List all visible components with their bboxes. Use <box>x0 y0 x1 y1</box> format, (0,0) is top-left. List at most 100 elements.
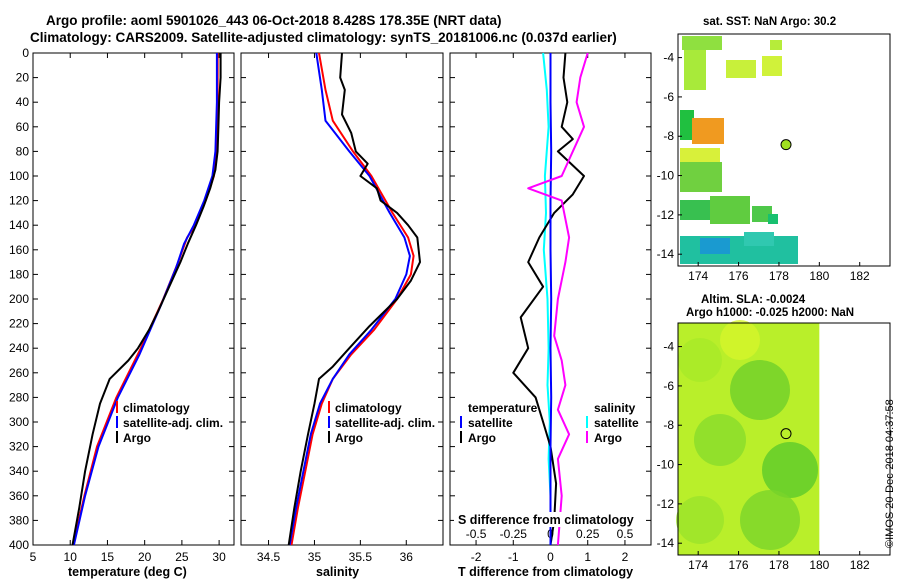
legend-temperature: temperature <box>468 401 538 415</box>
map-y-tick-label: -12 <box>657 497 675 511</box>
y-tick-label: 180 <box>9 267 29 281</box>
sla-anomaly <box>694 414 746 466</box>
map-y-tick-label: -8 <box>663 418 674 432</box>
y-tick-label: 240 <box>9 341 29 355</box>
x-tick-label: -2 <box>471 550 482 564</box>
map-y-tick-label: -14 <box>657 247 675 261</box>
sst-map-frame <box>677 33 891 267</box>
sla-anomaly <box>720 320 760 360</box>
legend-argo: Argo <box>335 431 363 445</box>
map-y-tick-label: -14 <box>657 536 675 550</box>
x-tick-label: 5 <box>30 550 37 564</box>
sst-cell <box>770 40 782 50</box>
map-x-tick-label: 176 <box>729 269 749 283</box>
salinity-axis-label: salinity <box>316 565 359 579</box>
x-tick-label: 35 <box>308 550 322 564</box>
series-line-satellite-adj-clim- <box>288 52 411 546</box>
sst-map-title: sat. SST: NaN Argo: 30.2 <box>703 16 836 28</box>
sst-cell <box>700 238 730 254</box>
map-y-tick-label: -6 <box>663 90 674 104</box>
temperature-panel-frame <box>32 52 235 546</box>
y-tick-label: 80 <box>16 144 30 158</box>
y-tick-label: 160 <box>9 243 29 257</box>
y-tick-label: 300 <box>9 415 29 429</box>
y-tick-label: 20 <box>16 71 30 85</box>
y-tick-label: 100 <box>9 169 29 183</box>
x-tick-label: 36 <box>400 550 414 564</box>
x-tick-label: 0 <box>547 550 554 564</box>
s-tick-label: 0.25 <box>576 527 600 541</box>
map-y-tick-label: -6 <box>663 379 674 393</box>
temperature-plot: 5 10 15 20 25 3002040608010012014016018020022… <box>9 46 234 564</box>
map-x-tick-label: 180 <box>809 269 829 283</box>
y-tick-label: 400 <box>9 538 29 552</box>
series-line-salinity-argo <box>527 52 589 546</box>
y-tick-label: 360 <box>9 489 29 503</box>
series-line-argo <box>71 53 222 546</box>
s-difference-axis-label: S difference from climatology <box>458 513 634 527</box>
series-line-argo <box>287 52 421 546</box>
series-line-climatology <box>72 53 219 546</box>
imos-credit: ©IMOS 20-Dec-2018 04:37:58 <box>884 399 896 548</box>
map-x-tick-label: 180 <box>809 558 829 572</box>
title-line-2: Climatology: CARS2009. Satellite-adjuste… <box>30 30 617 45</box>
sla-anomaly <box>762 442 818 498</box>
map-x-tick-label: 178 <box>769 269 789 283</box>
map-y-tick-label: -8 <box>663 129 674 143</box>
x-tick-label: 35.5 <box>349 550 373 564</box>
legend-t-argo: Argo <box>468 431 496 445</box>
salinity-legend: climatology satellite-adj. clim. Argo <box>328 401 435 445</box>
sst-cell <box>680 110 694 140</box>
series-line-temperature-argo <box>512 52 585 546</box>
series-line-satellite-adj-clim- <box>72 53 218 546</box>
sla-anomaly <box>740 490 800 550</box>
s-diff-label-bg <box>454 512 646 527</box>
map-x-tick-label: 174 <box>688 558 708 572</box>
difference-plot: -2 -1 0 1 2-0.5 -0.25 0 0.25 0.5 <box>450 52 651 564</box>
sst-cell <box>692 118 724 144</box>
y-tick-label: 280 <box>9 390 29 404</box>
y-tick-label: 60 <box>16 120 30 134</box>
x-tick-label: -1 <box>508 550 519 564</box>
legend-satellite-adj: satellite-adj. clim. <box>335 416 435 430</box>
legend-s-argo: Argo <box>594 431 622 445</box>
argo-float-location <box>780 428 792 440</box>
sst-cell <box>768 214 778 224</box>
x-tick-label: 15 <box>101 550 115 564</box>
x-tick-label: 20 <box>138 550 152 564</box>
x-tick-label: 2 <box>622 550 629 564</box>
sst-cell <box>682 36 722 50</box>
y-tick-label: 340 <box>9 464 29 478</box>
temperature-legend: climatology satellite-adj. clim. Argo <box>116 401 223 445</box>
sst-cell <box>762 56 782 76</box>
legend-climatology: climatology <box>123 401 190 415</box>
difference-legend: temperature satellite Argo salinity sate… <box>460 401 639 445</box>
sst-cell <box>680 162 722 192</box>
map-y-tick-label: -12 <box>657 208 675 222</box>
sla-map-title-2: Argo h1000: -0.025 h2000: NaN <box>686 307 854 319</box>
map-y-tick-label: -4 <box>663 51 674 65</box>
s-tick-label: 0.5 <box>617 527 634 541</box>
y-tick-label: 40 <box>16 95 30 109</box>
legend-salinity: salinity <box>594 401 636 415</box>
y-tick-label: 120 <box>9 194 29 208</box>
argo-float-location <box>780 139 792 151</box>
y-tick-label: 0 <box>22 46 29 60</box>
sst-cell <box>752 206 772 222</box>
y-tick-label: 380 <box>9 513 29 527</box>
s-tick-label: -0.5 <box>466 527 487 541</box>
sla-anomaly <box>730 360 790 420</box>
map-x-tick-label: 178 <box>769 558 789 572</box>
legend-satellite-adj: satellite-adj. clim. <box>123 416 223 430</box>
sla-anomaly <box>676 496 724 544</box>
difference-axis-label: T difference from climatology <box>458 565 633 579</box>
sst-cell <box>726 60 756 78</box>
x-tick-label: 10 <box>64 550 78 564</box>
y-tick-label: 140 <box>9 218 29 232</box>
sst-cell <box>680 148 720 162</box>
y-tick-label: 260 <box>9 366 29 380</box>
sla-anomaly <box>678 338 722 382</box>
x-tick-label: 1 <box>584 550 591 564</box>
